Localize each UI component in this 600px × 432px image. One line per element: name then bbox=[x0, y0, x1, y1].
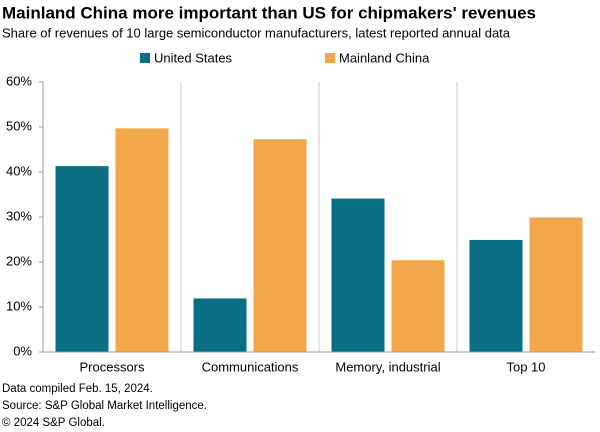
y-tick-label: 20% bbox=[6, 253, 32, 268]
chart-subtitle: Share of revenues of 10 large semiconduc… bbox=[2, 25, 511, 40]
footnote: Data compiled Feb. 15, 2024. bbox=[2, 383, 153, 395]
legend-swatch bbox=[325, 53, 335, 63]
footnote: © 2024 S&P Global. bbox=[2, 417, 105, 429]
footnote: Source: S&P Global Market Intelligence. bbox=[2, 400, 207, 412]
y-tick-label: 10% bbox=[6, 298, 32, 313]
y-tick-label: 50% bbox=[6, 118, 32, 133]
y-tick-label: 40% bbox=[6, 163, 32, 178]
y-tick-label: 30% bbox=[6, 208, 32, 223]
bar bbox=[253, 139, 307, 352]
bar bbox=[529, 217, 583, 352]
x-tick-label: Top 10 bbox=[506, 359, 545, 374]
bar bbox=[55, 166, 109, 352]
legend-swatch bbox=[140, 53, 150, 63]
bar bbox=[391, 260, 445, 352]
x-tick-label: Processors bbox=[79, 359, 145, 374]
chart-title: Mainland China more important than US fo… bbox=[2, 3, 536, 22]
bar bbox=[469, 239, 523, 352]
x-tick-label: Memory, industrial bbox=[335, 359, 440, 374]
bar bbox=[115, 128, 169, 352]
x-tick-label: Communications bbox=[202, 359, 299, 374]
bar bbox=[331, 198, 385, 352]
y-tick-label: 60% bbox=[6, 73, 32, 88]
y-tick-label: 0% bbox=[13, 343, 32, 358]
legend-label: Mainland China bbox=[339, 50, 430, 65]
legend-label: United States bbox=[154, 50, 233, 65]
bar bbox=[193, 298, 247, 352]
